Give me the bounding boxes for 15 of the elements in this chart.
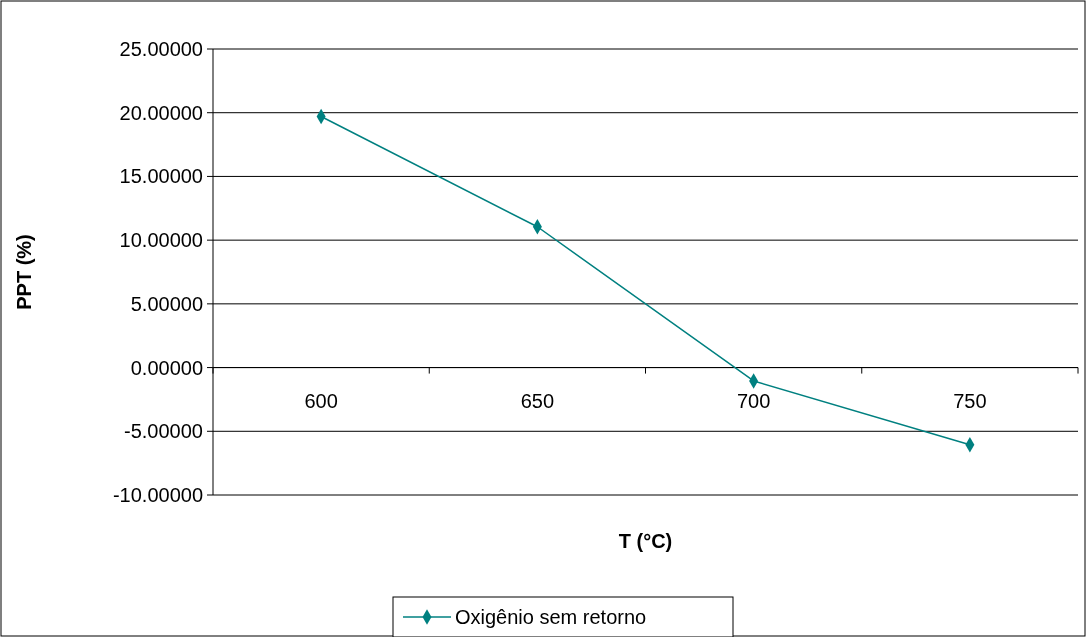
x-axis-title: T (°C) (618, 530, 673, 552)
y-tick-label: 5.00000 (130, 292, 203, 315)
y-axis-title: PPT (%) (13, 234, 35, 310)
legend-label: Oxigênio sem retorno (455, 606, 647, 628)
x-tick-label: 700 (736, 389, 771, 412)
y-tick-label: 15.00000 (119, 165, 203, 188)
y-tick-label: 20.00000 (119, 101, 203, 124)
y-tick-label: 10.00000 (119, 229, 203, 252)
x-tick-label: 600 (304, 389, 338, 412)
y-tick-label: 0.00000 (130, 356, 203, 379)
x-tick-label: 750 (953, 389, 987, 412)
y-tick-label: -5.00000 (124, 420, 203, 443)
y-tick-label: 25.00000 (119, 38, 203, 60)
y-tick-label: -10.00000 (112, 484, 203, 506)
x-tick-label: 650 (520, 389, 555, 412)
